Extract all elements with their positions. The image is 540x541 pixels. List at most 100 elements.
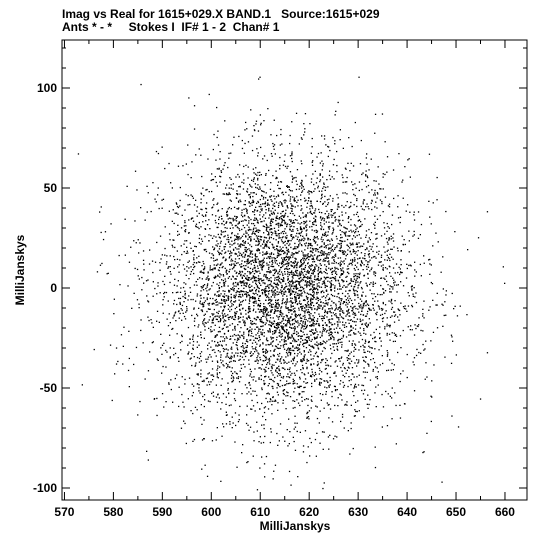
data-point <box>269 350 272 352</box>
data-point <box>267 256 269 258</box>
data-point <box>217 291 219 293</box>
data-point <box>218 284 220 287</box>
data-point <box>273 322 275 325</box>
data-point <box>319 259 321 262</box>
data-point <box>285 306 287 308</box>
data-point <box>341 399 343 401</box>
data-point <box>239 355 241 357</box>
data-point <box>477 237 480 239</box>
data-point <box>355 401 357 403</box>
data-point <box>322 487 324 490</box>
data-point <box>298 309 300 311</box>
data-point <box>317 273 319 275</box>
data-point <box>422 313 424 315</box>
data-point <box>261 402 263 405</box>
data-point <box>152 341 154 343</box>
data-point <box>303 262 305 264</box>
data-point <box>360 221 362 223</box>
data-point <box>246 210 248 213</box>
data-point <box>123 326 125 328</box>
data-point <box>247 311 250 313</box>
data-point <box>290 316 292 318</box>
data-point <box>311 280 313 282</box>
data-point <box>280 282 282 284</box>
data-point <box>336 365 339 367</box>
data-point <box>323 246 325 248</box>
data-point <box>244 384 247 386</box>
data-point <box>320 382 322 384</box>
data-point <box>350 427 352 430</box>
data-point <box>224 290 226 292</box>
data-point <box>388 324 390 327</box>
data-point <box>255 311 257 313</box>
data-point <box>259 272 261 274</box>
data-point <box>368 365 370 367</box>
data-point <box>291 335 293 337</box>
data-point <box>222 336 224 338</box>
data-point <box>264 355 266 357</box>
data-point <box>390 301 392 303</box>
data-point <box>348 312 350 314</box>
data-point <box>299 286 302 289</box>
data-point <box>408 158 410 160</box>
data-point <box>356 266 358 268</box>
data-point <box>270 210 272 212</box>
data-point <box>262 348 264 351</box>
data-point <box>245 268 247 270</box>
data-point <box>394 340 396 342</box>
data-point <box>252 230 254 232</box>
data-point <box>287 288 289 290</box>
data-point <box>208 304 210 306</box>
data-point <box>218 223 220 225</box>
data-point <box>299 294 301 297</box>
data-point <box>180 287 182 289</box>
data-point <box>355 348 357 350</box>
data-point <box>367 324 369 327</box>
data-point <box>269 222 271 224</box>
data-point <box>229 250 232 252</box>
data-point <box>349 297 351 300</box>
data-point <box>178 386 180 388</box>
data-point <box>218 344 220 346</box>
data-point <box>205 220 207 222</box>
data-point <box>242 290 244 292</box>
data-point <box>343 263 345 265</box>
data-point <box>131 307 133 309</box>
data-point <box>277 206 280 208</box>
data-point <box>173 267 175 269</box>
data-point <box>270 271 272 273</box>
data-point <box>269 324 271 326</box>
data-point <box>210 346 212 348</box>
data-point <box>279 250 281 252</box>
data-point <box>407 292 409 294</box>
data-point <box>217 274 219 276</box>
data-point <box>389 288 391 290</box>
data-point <box>376 233 378 235</box>
data-point <box>270 305 273 307</box>
data-point <box>285 301 287 303</box>
data-point <box>326 387 328 389</box>
data-point <box>328 403 330 406</box>
data-point <box>228 257 230 259</box>
data-point <box>185 163 187 165</box>
data-point <box>273 364 275 366</box>
data-point <box>195 262 198 264</box>
data-point <box>307 281 309 283</box>
data-point <box>191 383 193 385</box>
data-point <box>260 284 262 286</box>
data-point <box>288 268 291 270</box>
data-point <box>345 315 347 317</box>
data-point <box>263 306 265 308</box>
data-point <box>275 217 277 219</box>
data-point <box>311 320 313 322</box>
data-point <box>237 324 239 326</box>
data-point <box>388 300 390 302</box>
data-point <box>354 183 356 185</box>
data-point <box>411 289 413 291</box>
data-point <box>377 166 379 168</box>
data-point <box>275 216 277 219</box>
data-point <box>260 374 262 377</box>
data-point <box>353 387 355 389</box>
data-point <box>297 252 299 254</box>
data-point <box>241 452 243 454</box>
